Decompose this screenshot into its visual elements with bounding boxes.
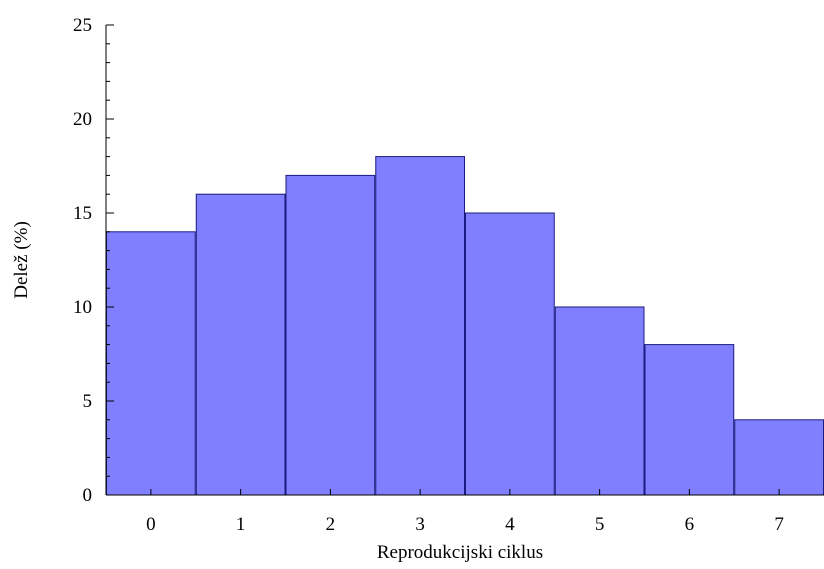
x-tick-label: 1 [236,514,246,535]
y-tick-label: 20 [73,109,92,130]
x-tick-label: 6 [685,514,695,535]
bar-4 [465,212,555,496]
x-tick-label: 7 [774,514,784,535]
bar-6 [644,344,735,496]
x-tick-label: 4 [505,514,515,535]
bar-7 [734,419,824,496]
bar-0 [106,231,196,496]
y-tick-label: 10 [73,297,92,318]
bar-5 [554,306,645,496]
axes-group [105,25,824,496]
y-tick-label: 25 [73,15,92,36]
x-tick-label: 3 [415,514,425,535]
x-tick-label: 2 [326,514,336,535]
y-tick-label: 0 [83,485,93,506]
bar-1 [195,193,286,496]
bars-group [106,156,824,496]
x-axis-title: Reprodukcijski ciklus [377,542,543,563]
y-ticks-group: 0 5 10 15 20 25 [73,15,114,506]
y-axis-title: Delež (%) [11,221,32,299]
y-tick-label: 5 [83,391,93,412]
bar-3 [375,156,465,496]
x-tick-label: 0 [146,514,156,535]
y-tick-label: 15 [73,203,92,224]
x-ticks-group: 0 1 2 3 4 5 6 7 [146,489,784,535]
x-tick-label: 5 [595,514,605,535]
bar-2 [285,174,376,496]
